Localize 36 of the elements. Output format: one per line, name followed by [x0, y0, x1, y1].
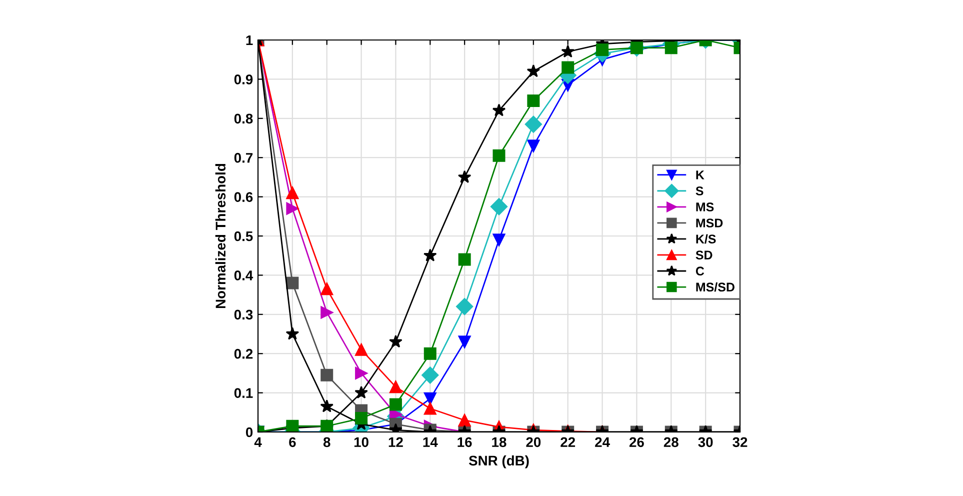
y-tick-label: 0.4 — [234, 270, 254, 280]
legend-label: SD — [696, 250, 712, 260]
x-tick-label: 18 — [492, 437, 506, 448]
x-tick-label: 22 — [560, 437, 576, 447]
x-tick-label: 10 — [354, 437, 368, 448]
legend-label: K — [696, 170, 704, 180]
y-tick-label: 0.3 — [234, 310, 253, 320]
x-tick-label: 20 — [526, 437, 541, 448]
x-tick-label: 4 — [254, 437, 262, 447]
x-tick-label: 12 — [388, 437, 403, 447]
y-tick-label: 0.1 — [234, 388, 253, 398]
x-tick-label: 26 — [629, 437, 644, 448]
legend-label: MS — [696, 202, 714, 212]
x-tick-label: 28 — [664, 437, 678, 448]
y-axis-title: Normalized Threshold — [215, 164, 226, 308]
x-tick-label: 24 — [595, 437, 610, 447]
x-axis-title: SNR (dB) — [468, 455, 529, 468]
y-tick-label: 0 — [246, 427, 253, 438]
x-tick-label: 8 — [323, 437, 330, 448]
y-tick-label: 1 — [246, 35, 253, 46]
y-tick-label: 0.2 — [234, 348, 253, 359]
y-tick-label: 0.7 — [234, 152, 253, 163]
y-tick-label: 0.6 — [234, 192, 253, 202]
x-tick-label: 32 — [732, 437, 748, 448]
legend-label: S — [696, 186, 704, 196]
x-tick-label: 6 — [289, 437, 296, 448]
y-tick-label: 0.9 — [234, 74, 253, 84]
x-tick-label: 14 — [423, 437, 438, 447]
legend-label: MSD — [696, 218, 723, 228]
y-tick-label: 0.8 — [234, 114, 253, 124]
legend-label: C — [696, 266, 704, 276]
x-tick-label: 30 — [698, 437, 713, 448]
legend-label: K/S — [696, 234, 716, 244]
legend-label: MS/SD — [696, 282, 734, 292]
y-tick-label: 0.5 — [234, 231, 253, 242]
x-tick-label: 16 — [458, 437, 472, 448]
